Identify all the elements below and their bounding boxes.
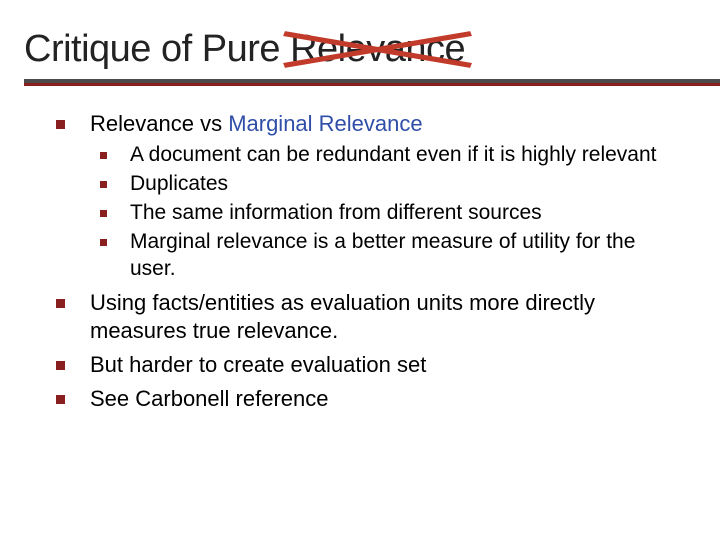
bullet-text: The same information from different sour… <box>130 201 542 224</box>
text-part: Relevance vs <box>90 111 228 136</box>
bullet-list-level2: A document can be redundant even if it i… <box>100 142 684 282</box>
bullet-list-level1: Relevance vs Marginal Relevance A docume… <box>56 110 684 413</box>
list-item: Relevance vs Marginal Relevance A docume… <box>56 110 684 283</box>
slide-body: Relevance vs Marginal Relevance A docume… <box>0 86 720 413</box>
title-struck-text: Relevance <box>290 28 465 70</box>
bullet-text: Marginal relevance is a better measure o… <box>130 230 635 280</box>
list-item: Using facts/entities as evaluation units… <box>56 289 684 345</box>
title-struck-word: Relevance <box>290 28 465 71</box>
title-prefix: Critique of Pure <box>24 28 290 70</box>
list-item: Marginal relevance is a better measure o… <box>100 229 684 283</box>
bullet-text: A document can be redundant even if it i… <box>130 143 657 166</box>
title-underline <box>24 79 720 86</box>
list-item: A document can be redundant even if it i… <box>100 142 684 169</box>
list-item: The same information from different sour… <box>100 200 684 227</box>
list-item: But harder to create evaluation set <box>56 351 684 379</box>
text-part-accent: Marginal Relevance <box>228 111 422 136</box>
bullet-text: Relevance vs Marginal Relevance <box>90 111 423 136</box>
list-item: Duplicates <box>100 171 684 198</box>
bullet-text: But harder to create evaluation set <box>90 352 426 377</box>
bullet-text: Duplicates <box>130 172 228 195</box>
bullet-text: Using facts/entities as evaluation units… <box>90 290 595 343</box>
rule-red <box>24 83 720 86</box>
list-item: See Carbonell reference <box>56 385 684 413</box>
slide-title: Critique of Pure Relevance <box>24 28 720 71</box>
slide-title-area: Critique of Pure Relevance <box>0 0 720 86</box>
bullet-text: See Carbonell reference <box>90 386 328 411</box>
